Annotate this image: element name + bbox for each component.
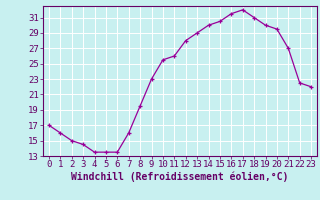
X-axis label: Windchill (Refroidissement éolien,°C): Windchill (Refroidissement éolien,°C) xyxy=(71,172,289,182)
